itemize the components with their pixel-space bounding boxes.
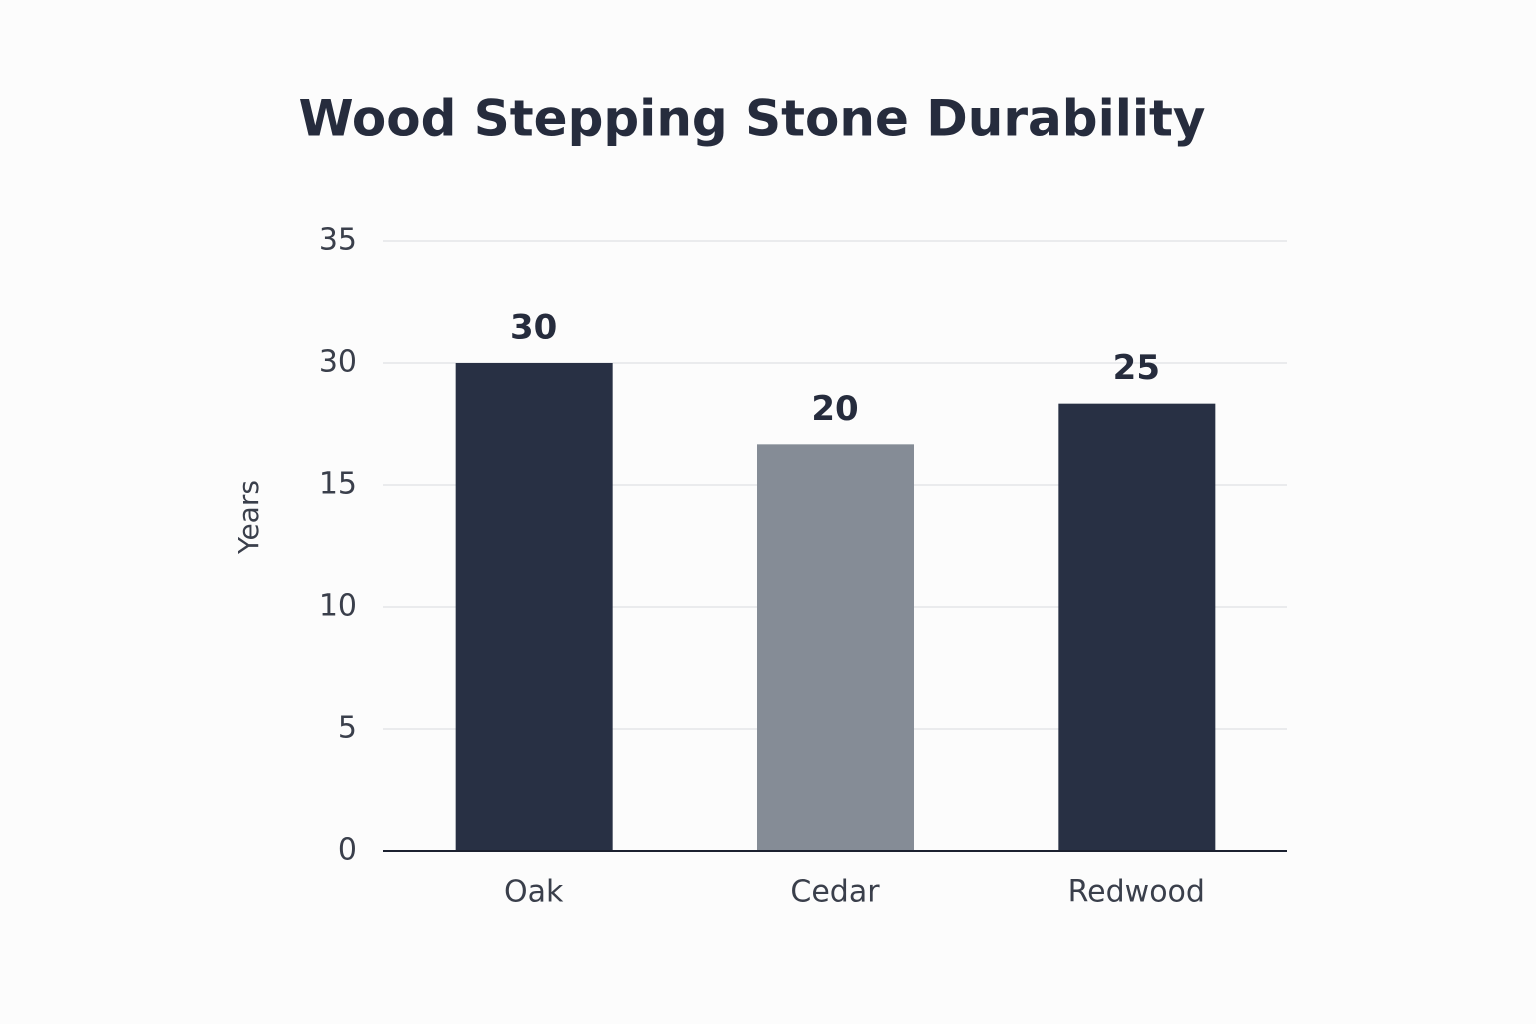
y-tick-label: 0 xyxy=(338,833,357,868)
bar xyxy=(1058,403,1216,851)
x-tick-label: Oak xyxy=(504,875,564,910)
y-tick-label: 10 xyxy=(319,589,357,624)
data-label: 25 xyxy=(1113,348,1160,388)
x-tick-label: Redwood xyxy=(1068,875,1205,910)
x-tick-label: Cedar xyxy=(790,875,880,910)
bar xyxy=(757,444,914,851)
chart-title: Wood Stepping Stone Durability xyxy=(299,90,1206,148)
data-label: 30 xyxy=(510,308,557,348)
y-tick-label: 5 xyxy=(338,711,357,746)
y-tick-label: 35 xyxy=(319,223,357,258)
bar xyxy=(455,363,613,851)
y-axis-label: Years xyxy=(232,480,265,555)
y-tick-label: 15 xyxy=(319,467,357,502)
y-tick-label: 30 xyxy=(319,345,357,380)
data-label: 20 xyxy=(811,389,858,429)
